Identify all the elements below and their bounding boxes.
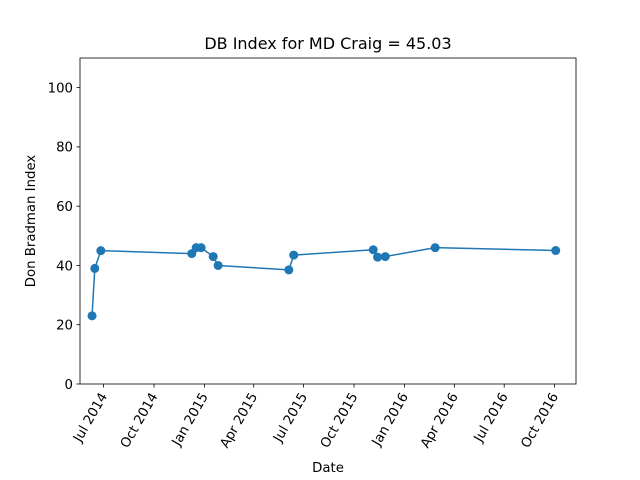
chart-title: DB Index for MD Craig = 45.03: [204, 34, 451, 53]
data-point: [368, 245, 378, 255]
y-tick-label: 80: [56, 141, 73, 156]
data-point: [284, 265, 294, 275]
data-point: [96, 246, 106, 256]
data-point: [373, 252, 383, 262]
data-point: [87, 311, 97, 321]
data-point: [430, 243, 440, 253]
x-axis-label: Date: [312, 461, 344, 476]
y-tick-label: 20: [56, 319, 73, 334]
y-tick-label: 40: [56, 259, 73, 274]
y-axis-label: Don Bradman Index: [24, 155, 39, 288]
y-tick-label: 100: [48, 81, 73, 96]
data-point: [380, 252, 390, 262]
data-point: [90, 263, 100, 273]
data-point: [196, 243, 206, 253]
data-point: [208, 252, 218, 262]
data-point: [551, 246, 561, 256]
data-point: [213, 260, 223, 270]
axes-frame: [79, 57, 577, 385]
y-tick-label: 0: [65, 378, 73, 393]
data-point: [289, 250, 299, 260]
y-tick-label: 60: [56, 200, 73, 215]
